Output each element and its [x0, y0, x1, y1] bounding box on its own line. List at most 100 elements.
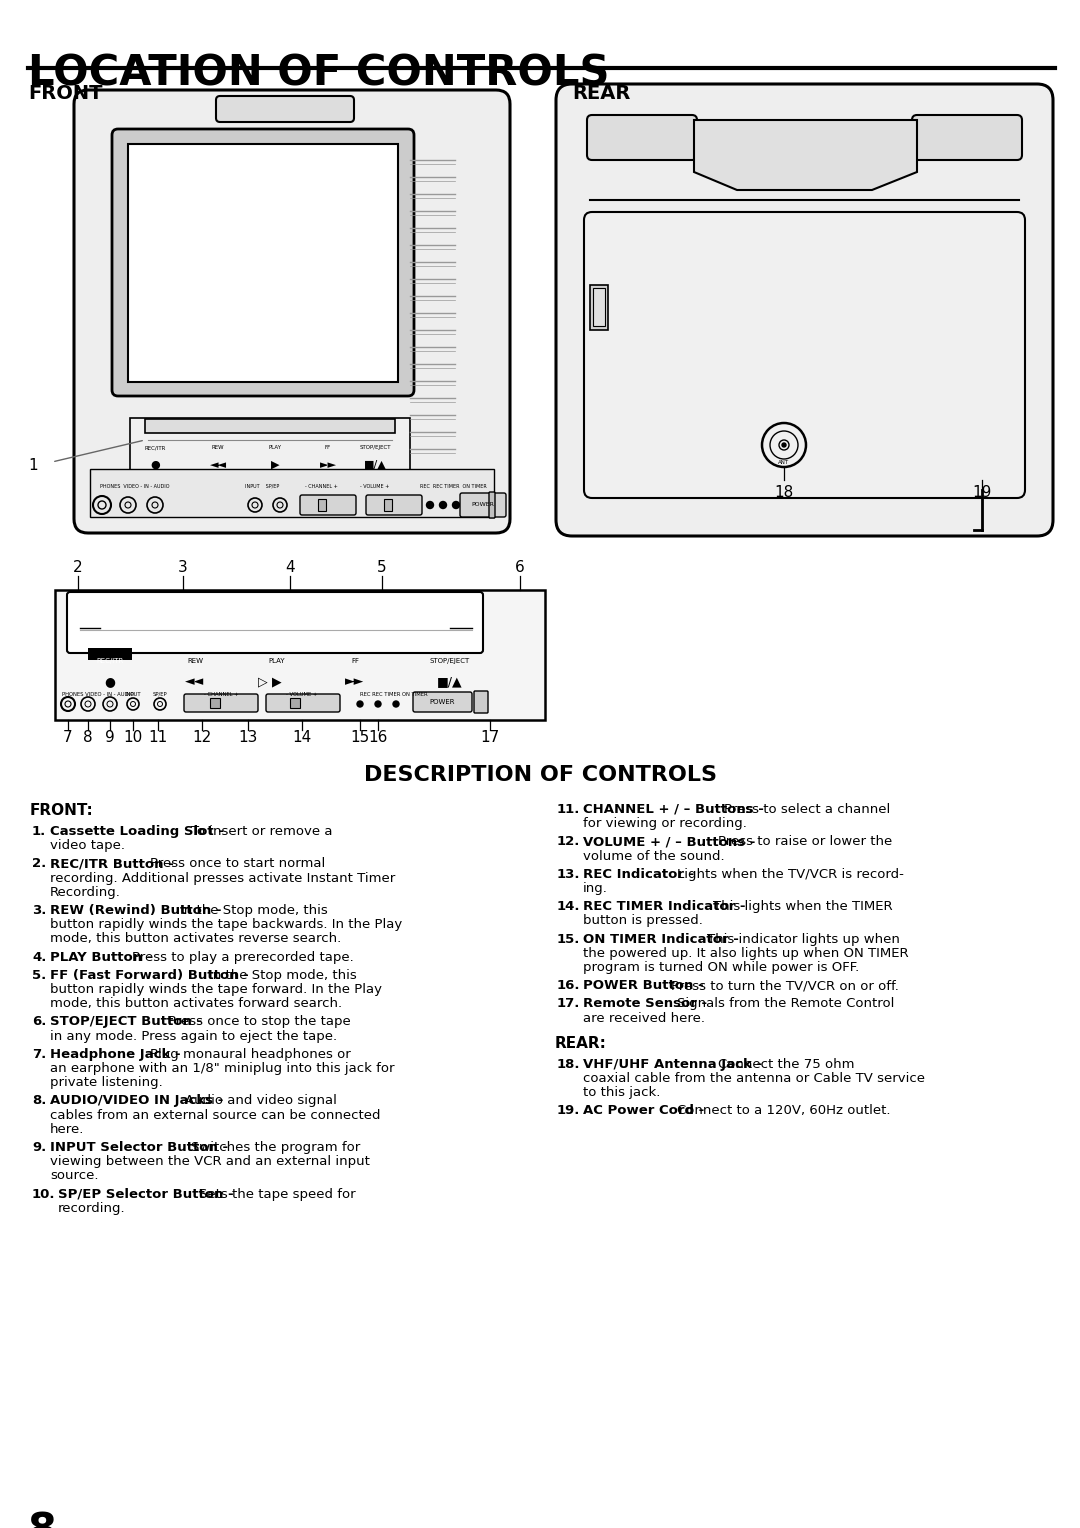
Bar — [590, 286, 608, 330]
Circle shape — [393, 701, 399, 707]
Text: AUDIO/VIDEO IN Jacks -: AUDIO/VIDEO IN Jacks - — [50, 1094, 228, 1108]
Text: Remote Sensor -: Remote Sensor - — [583, 998, 712, 1010]
Text: ▷: ▷ — [258, 675, 268, 688]
Text: 5.: 5. — [32, 969, 46, 983]
Text: SP/EP Selector Button -: SP/EP Selector Button - — [58, 1187, 239, 1201]
Text: ◄◄: ◄◄ — [210, 460, 227, 471]
Text: Connect the 75 ohm: Connect the 75 ohm — [718, 1057, 855, 1071]
Text: 13.: 13. — [557, 868, 581, 880]
Bar — [384, 500, 392, 510]
Text: FF: FF — [351, 659, 359, 665]
Text: PLAY: PLAY — [269, 445, 282, 451]
Text: coaxial cable from the antenna or Cable TV service: coaxial cable from the antenna or Cable … — [583, 1073, 924, 1085]
Bar — [593, 287, 605, 325]
Circle shape — [453, 501, 459, 509]
Text: REC/ITR: REC/ITR — [96, 659, 123, 665]
Text: REC Indicator -: REC Indicator - — [583, 868, 699, 880]
Text: 18: 18 — [774, 484, 794, 500]
Text: ▶: ▶ — [271, 460, 280, 471]
Circle shape — [357, 701, 363, 707]
Bar — [129, 144, 399, 382]
Text: 9: 9 — [105, 730, 114, 746]
Bar — [90, 469, 494, 516]
Text: - CHANNEL +: - CHANNEL + — [305, 484, 338, 489]
Circle shape — [427, 501, 433, 509]
Text: REC/ITR Button -: REC/ITR Button - — [50, 857, 178, 871]
Text: Audio and video signal: Audio and video signal — [186, 1094, 337, 1108]
Text: REAR:: REAR: — [555, 1036, 607, 1051]
Text: 4.: 4. — [32, 950, 46, 964]
Text: 7: 7 — [64, 730, 72, 746]
Text: FF: FF — [325, 445, 332, 451]
Bar — [130, 419, 410, 471]
Bar — [145, 419, 395, 432]
Text: FRONT: FRONT — [28, 84, 103, 102]
Text: private listening.: private listening. — [50, 1076, 163, 1089]
FancyBboxPatch shape — [75, 90, 510, 533]
Text: source.: source. — [50, 1169, 98, 1183]
Text: REC REC TIMER ON TIMER: REC REC TIMER ON TIMER — [360, 692, 428, 697]
FancyBboxPatch shape — [184, 694, 258, 712]
Text: 19: 19 — [972, 484, 991, 500]
FancyBboxPatch shape — [460, 494, 507, 516]
Text: - CHANNEL +: - CHANNEL + — [204, 692, 239, 697]
Text: 11: 11 — [148, 730, 167, 746]
Text: 14: 14 — [293, 730, 312, 746]
Text: 3.: 3. — [32, 905, 46, 917]
Text: 1.: 1. — [32, 825, 46, 837]
Text: 8.: 8. — [32, 1094, 46, 1108]
Text: - VOLUME +: - VOLUME + — [360, 484, 389, 489]
Text: Press to raise or lower the: Press to raise or lower the — [718, 836, 893, 848]
Text: POWER: POWER — [472, 503, 495, 507]
Text: 12: 12 — [192, 730, 212, 746]
Text: 19.: 19. — [557, 1105, 580, 1117]
Text: 4: 4 — [285, 559, 295, 575]
FancyBboxPatch shape — [584, 212, 1025, 498]
Text: 17: 17 — [481, 730, 500, 746]
Text: ■/▲: ■/▲ — [364, 460, 387, 471]
Text: 11.: 11. — [557, 804, 580, 816]
Text: Signals from the Remote Control: Signals from the Remote Control — [677, 998, 894, 1010]
Text: ▶: ▶ — [272, 675, 282, 688]
Circle shape — [440, 501, 446, 509]
Text: volume of the sound.: volume of the sound. — [583, 850, 725, 863]
Text: ■/▲: ■/▲ — [437, 675, 463, 688]
Text: This indicator lights up when: This indicator lights up when — [706, 932, 900, 946]
Text: PHONES VIDEO - IN - AUDIO: PHONES VIDEO - IN - AUDIO — [62, 692, 134, 697]
Text: 2: 2 — [73, 559, 83, 575]
Text: STOP/EJECT Button -: STOP/EJECT Button - — [50, 1016, 206, 1028]
Text: Recording.: Recording. — [50, 886, 121, 898]
Text: This lights when the TIMER: This lights when the TIMER — [713, 900, 892, 914]
Text: 14.: 14. — [557, 900, 581, 914]
Text: PLAY Button -: PLAY Button - — [50, 950, 157, 964]
Text: button is pressed.: button is pressed. — [583, 914, 703, 927]
Text: REW (Rewind) Button -: REW (Rewind) Button - — [50, 905, 226, 917]
FancyBboxPatch shape — [216, 96, 354, 122]
Text: ●: ● — [105, 675, 116, 688]
Text: recording.: recording. — [58, 1203, 125, 1215]
Text: REC  REC TIMER  ON TIMER: REC REC TIMER ON TIMER — [420, 484, 487, 489]
Text: LOCATION OF CONTROLS: LOCATION OF CONTROLS — [28, 52, 609, 95]
Text: REW: REW — [212, 445, 225, 451]
Text: here.: here. — [50, 1123, 84, 1135]
Text: Sets the tape speed for: Sets the tape speed for — [200, 1187, 356, 1201]
Text: INPUT: INPUT — [125, 692, 140, 697]
FancyBboxPatch shape — [556, 84, 1053, 536]
FancyBboxPatch shape — [474, 691, 488, 714]
Text: POWER Button -: POWER Button - — [583, 979, 708, 992]
Text: REC TIMER Indicator -: REC TIMER Indicator - — [583, 900, 751, 914]
Text: Headphone Jack -: Headphone Jack - — [50, 1048, 186, 1060]
Text: 15: 15 — [350, 730, 369, 746]
Text: REAR: REAR — [572, 84, 631, 102]
Text: To insert or remove a: To insert or remove a — [191, 825, 333, 837]
Text: Plug monaural headphones or: Plug monaural headphones or — [150, 1048, 351, 1060]
Text: 12.: 12. — [557, 836, 580, 848]
Text: STOP/EJECT: STOP/EJECT — [360, 445, 391, 451]
Text: video tape.: video tape. — [50, 839, 125, 853]
Text: FRONT:: FRONT: — [30, 804, 94, 817]
Text: recording. Additional presses activate Instant Timer: recording. Additional presses activate I… — [50, 871, 395, 885]
Text: Press once to start normal: Press once to start normal — [150, 857, 325, 871]
Text: INPUT    SP/EP: INPUT SP/EP — [245, 484, 280, 489]
FancyBboxPatch shape — [266, 694, 340, 712]
Bar — [210, 698, 220, 707]
